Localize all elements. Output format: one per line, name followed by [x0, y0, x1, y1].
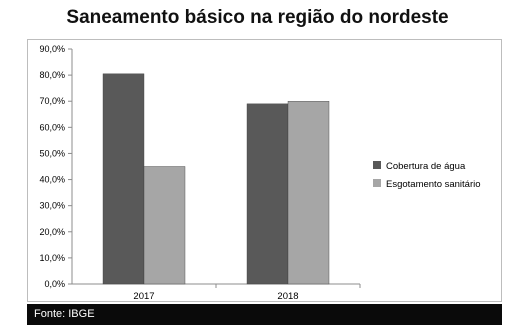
- source-footer: Fonte: IBGE: [27, 304, 502, 325]
- y-tick-label: 80,0%: [39, 70, 65, 80]
- x-category-label: 2018: [277, 291, 298, 302]
- y-tick-label: 60,0%: [39, 122, 65, 132]
- y-tick-label: 20,0%: [39, 227, 65, 237]
- legend-swatch: [373, 179, 381, 187]
- legend-swatch: [373, 161, 381, 169]
- bar-2018-2: [287, 101, 330, 285]
- x-category-label: 2017: [133, 291, 154, 302]
- legend-label: Esgotamento sanitário: [386, 179, 481, 190]
- y-tick-label: 90,0%: [39, 44, 65, 54]
- y-tick-label: 40,0%: [39, 175, 65, 185]
- y-tick-label: 0,0%: [44, 279, 65, 289]
- bar-2017-1: [102, 73, 145, 285]
- source-label: Fonte: IBGE: [34, 308, 95, 320]
- y-tick-label: 70,0%: [39, 96, 65, 106]
- y-tick-label: 10,0%: [39, 253, 65, 263]
- bar-2018-1: [246, 103, 289, 285]
- legend-label: Cobertura de água: [386, 161, 466, 172]
- y-tick-label: 50,0%: [39, 148, 65, 158]
- chart-title: Saneamento básico na região do nordeste: [66, 7, 449, 28]
- bar-2017-2: [143, 166, 186, 285]
- y-tick-label: 30,0%: [39, 201, 65, 211]
